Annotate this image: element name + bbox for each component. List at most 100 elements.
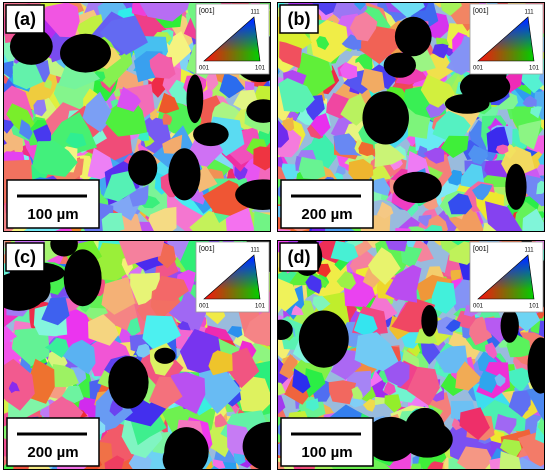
pore bbox=[459, 70, 511, 103]
pore bbox=[108, 356, 149, 409]
ipf-corner: 001 bbox=[199, 66, 210, 72]
grain bbox=[279, 41, 302, 69]
pore bbox=[235, 179, 271, 210]
scale-box bbox=[6, 417, 100, 467]
panel-label: (c) bbox=[14, 247, 36, 267]
grain bbox=[400, 246, 423, 269]
grain bbox=[374, 140, 406, 168]
grain bbox=[41, 297, 70, 326]
grain bbox=[65, 132, 87, 149]
grain bbox=[166, 371, 206, 414]
scale-box bbox=[280, 417, 374, 467]
pore bbox=[527, 337, 545, 394]
pore bbox=[362, 91, 409, 145]
grain bbox=[361, 68, 385, 94]
scale-label: 200 µm bbox=[27, 444, 78, 461]
grain bbox=[277, 382, 286, 396]
grain bbox=[316, 36, 330, 50]
grain bbox=[431, 281, 457, 314]
grain bbox=[472, 183, 493, 201]
ipf-outline bbox=[477, 16, 535, 62]
grain bbox=[500, 439, 522, 459]
grain bbox=[494, 413, 517, 435]
grain bbox=[208, 350, 233, 376]
grain bbox=[277, 118, 290, 148]
pore bbox=[246, 99, 271, 123]
ebsd-map: (c) 200 µm [001] 111 001 101 bbox=[3, 240, 271, 470]
grain bbox=[198, 369, 242, 414]
grain bbox=[304, 368, 326, 398]
grain bbox=[468, 145, 488, 165]
grain bbox=[88, 314, 119, 346]
grain bbox=[440, 2, 462, 16]
grain bbox=[176, 269, 196, 293]
grain bbox=[383, 381, 396, 396]
grain bbox=[451, 418, 463, 431]
grain bbox=[41, 2, 80, 38]
grain bbox=[385, 240, 408, 252]
ipf-corner: 101 bbox=[529, 66, 540, 72]
pore bbox=[242, 421, 271, 470]
grain bbox=[450, 269, 461, 281]
grain bbox=[298, 156, 326, 180]
grain bbox=[494, 373, 506, 387]
grain bbox=[423, 147, 445, 164]
grain bbox=[417, 145, 428, 159]
ipf-corner: 001 bbox=[199, 304, 210, 310]
scale-label: 100 µm bbox=[27, 206, 78, 223]
grain bbox=[291, 305, 304, 316]
ipf-corner: 101 bbox=[255, 304, 266, 310]
grain bbox=[162, 134, 183, 154]
scale-label: 100 µm bbox=[301, 444, 352, 461]
label-box bbox=[279, 4, 319, 34]
ipf-blue bbox=[204, 17, 260, 61]
grain bbox=[277, 395, 286, 415]
grain bbox=[333, 133, 363, 156]
ipf-blue bbox=[204, 255, 260, 299]
grain bbox=[245, 81, 255, 93]
grain bbox=[420, 343, 441, 365]
grain bbox=[104, 455, 125, 470]
ipf-title: [001] bbox=[473, 246, 489, 253]
ipf-corner: 111 bbox=[524, 10, 534, 16]
grain bbox=[279, 354, 298, 379]
grain bbox=[507, 367, 531, 393]
grain bbox=[138, 2, 193, 22]
scale-box bbox=[6, 179, 100, 229]
pore bbox=[186, 74, 204, 124]
pore bbox=[168, 148, 201, 201]
pore bbox=[500, 308, 519, 343]
grain bbox=[445, 319, 461, 332]
ipf-title: [001] bbox=[199, 246, 215, 253]
grain bbox=[282, 117, 295, 132]
grain bbox=[101, 213, 125, 232]
grain bbox=[50, 364, 79, 388]
panel-label: (d) bbox=[288, 247, 311, 267]
label-box bbox=[5, 242, 45, 272]
grain bbox=[61, 385, 84, 404]
grain bbox=[142, 315, 181, 351]
pore bbox=[277, 319, 293, 340]
grain bbox=[116, 86, 142, 112]
grain bbox=[330, 240, 359, 263]
grain bbox=[367, 247, 401, 285]
grain bbox=[44, 79, 52, 90]
grain bbox=[433, 345, 468, 374]
grain bbox=[61, 339, 96, 375]
ipf-blue bbox=[478, 17, 534, 61]
panel-border bbox=[3, 2, 271, 232]
grain bbox=[358, 141, 375, 157]
grain bbox=[277, 277, 299, 312]
pore bbox=[154, 347, 176, 364]
scale-label: 200 µm bbox=[301, 206, 352, 223]
grain bbox=[149, 52, 176, 79]
grain bbox=[420, 74, 455, 108]
grain bbox=[309, 19, 349, 63]
panel-label: (a) bbox=[14, 9, 36, 29]
grain bbox=[11, 327, 50, 367]
grain bbox=[391, 2, 425, 18]
grain bbox=[8, 381, 20, 394]
grain bbox=[369, 164, 392, 182]
grain bbox=[227, 326, 243, 338]
